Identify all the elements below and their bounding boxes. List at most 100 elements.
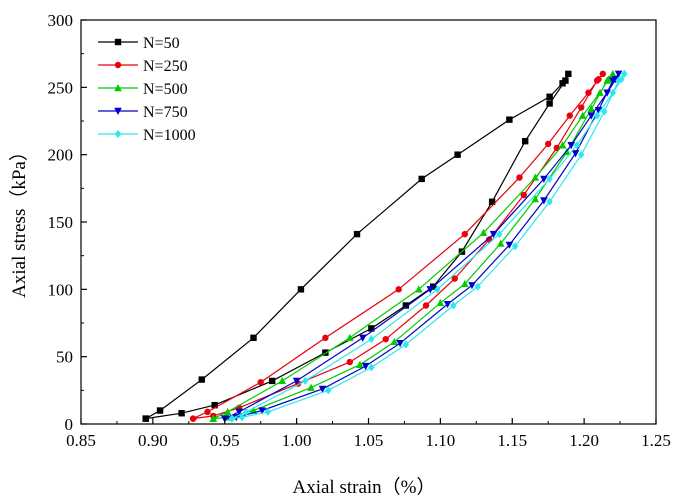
x-tick-label: 1.15 bbox=[497, 431, 527, 450]
legend-marker bbox=[114, 130, 122, 138]
data-point bbox=[603, 89, 611, 97]
legend: N=50 N=250 N=500 N=750 N=1000 bbox=[98, 35, 196, 144]
data-point bbox=[361, 362, 370, 371]
data-point bbox=[544, 140, 552, 148]
legend-marker bbox=[114, 38, 122, 46]
data-point bbox=[204, 408, 211, 416]
data-point bbox=[402, 340, 410, 349]
y-tick-label: 250 bbox=[48, 78, 74, 97]
legend-marker bbox=[114, 107, 122, 115]
data-point bbox=[573, 141, 581, 150]
data-point bbox=[353, 230, 361, 238]
legend-label: N=750 bbox=[143, 104, 188, 121]
data-point bbox=[505, 241, 514, 249]
data-point bbox=[521, 138, 529, 145]
data-point bbox=[511, 242, 519, 251]
series-3 bbox=[220, 70, 623, 423]
data-point bbox=[156, 407, 164, 414]
series-1 bbox=[189, 70, 607, 422]
data-point bbox=[250, 334, 257, 342]
data-point bbox=[546, 100, 553, 107]
data-point bbox=[228, 414, 236, 423]
data-point bbox=[209, 414, 218, 422]
data-point bbox=[558, 141, 567, 149]
data-point bbox=[302, 376, 309, 385]
legend-item: N=250 bbox=[98, 58, 188, 75]
x-tick-label: 0.90 bbox=[138, 431, 168, 450]
data-point bbox=[593, 111, 601, 120]
data-point bbox=[621, 69, 628, 78]
data-point bbox=[479, 228, 488, 236]
legend-marker bbox=[114, 84, 122, 92]
y-tick-label: 100 bbox=[48, 280, 74, 299]
data-point bbox=[346, 333, 354, 342]
data-point bbox=[368, 335, 375, 344]
data-point bbox=[585, 89, 592, 96]
data-point bbox=[603, 76, 611, 84]
y-tick-label: 300 bbox=[48, 11, 74, 30]
data-point bbox=[474, 282, 481, 291]
data-point bbox=[546, 197, 553, 206]
data-point bbox=[257, 379, 264, 386]
data-point bbox=[223, 407, 232, 416]
data-point bbox=[264, 407, 272, 416]
data-point bbox=[599, 70, 607, 78]
data-point bbox=[268, 377, 276, 385]
legend-item: N=1000 bbox=[98, 127, 196, 144]
legend-item: N=500 bbox=[98, 81, 188, 98]
series-4 bbox=[228, 69, 628, 423]
data-point bbox=[578, 111, 587, 119]
data-point bbox=[307, 383, 315, 391]
data-point bbox=[615, 76, 622, 85]
data-point bbox=[488, 198, 496, 205]
data-point bbox=[368, 325, 375, 332]
data-point bbox=[609, 77, 617, 85]
data-point bbox=[578, 150, 585, 159]
data-point bbox=[418, 175, 425, 183]
data-point bbox=[451, 275, 458, 282]
data-point bbox=[571, 150, 580, 158]
data-point bbox=[142, 415, 149, 422]
x-tick-label: 1.25 bbox=[641, 431, 671, 450]
data-point bbox=[461, 230, 469, 238]
data-point bbox=[567, 142, 575, 150]
data-point bbox=[562, 77, 569, 84]
data-point bbox=[546, 93, 553, 100]
data-point bbox=[565, 70, 572, 78]
x-tick-label: 0.85 bbox=[66, 431, 96, 450]
x-tick-label: 0.95 bbox=[210, 431, 240, 450]
data-point bbox=[422, 302, 430, 309]
data-point bbox=[235, 408, 243, 416]
series-line bbox=[212, 73, 614, 420]
data-point bbox=[609, 88, 617, 97]
y-tick-label: 150 bbox=[48, 213, 74, 232]
data-point bbox=[540, 175, 548, 183]
data-point bbox=[496, 239, 505, 247]
data-point bbox=[415, 285, 423, 293]
data-point bbox=[593, 77, 601, 84]
axes-layer: 0.85 0.90 0.95 1.00 1.05 1.10 1.15 1.20 1.25 0 50 1… bbox=[48, 11, 671, 450]
series-0 bbox=[142, 70, 572, 422]
data-point bbox=[520, 191, 527, 199]
data-point bbox=[489, 230, 498, 239]
data-point bbox=[531, 195, 540, 203]
legend-item: N=50 bbox=[98, 35, 180, 52]
data-point bbox=[540, 197, 548, 205]
legend-label: N=250 bbox=[143, 58, 188, 75]
series-line bbox=[192, 73, 604, 420]
data-point bbox=[356, 360, 364, 368]
y-tick-label: 200 bbox=[48, 146, 74, 165]
data-point bbox=[531, 173, 540, 181]
data-point bbox=[578, 104, 585, 111]
x-axis-label: Axial strain（%） bbox=[292, 476, 435, 498]
y-axis-label: Axial stress（kPa） bbox=[8, 142, 30, 298]
data-point bbox=[238, 413, 246, 422]
data-point bbox=[614, 70, 623, 78]
data-point bbox=[322, 349, 329, 356]
data-point bbox=[546, 174, 553, 183]
data-point bbox=[396, 340, 404, 348]
data-point bbox=[243, 407, 250, 416]
legend-item: N=750 bbox=[98, 104, 188, 121]
data-point bbox=[198, 376, 205, 383]
